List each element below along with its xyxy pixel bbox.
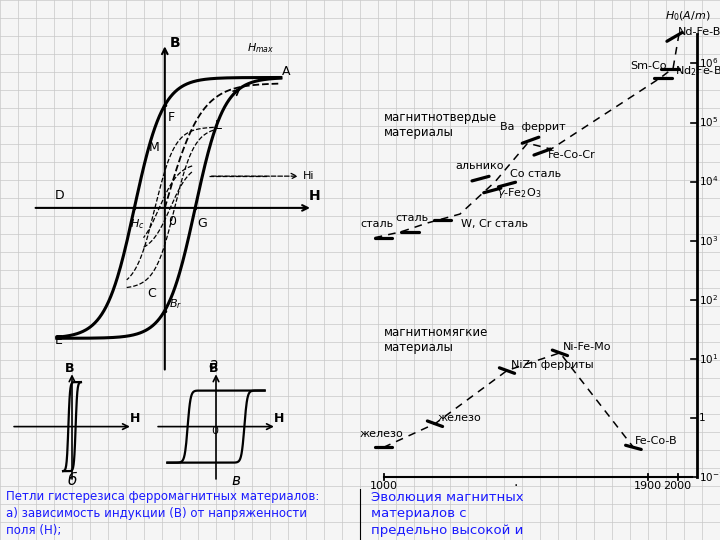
Text: $10^3$: $10^3$ <box>699 234 719 247</box>
Text: $10^5$: $10^5$ <box>699 116 719 130</box>
Text: H: H <box>130 413 140 426</box>
Text: 0: 0 <box>211 426 218 436</box>
Text: Nd$_2$Fe-B: Nd$_2$Fe-B <box>675 64 720 78</box>
Text: H: H <box>274 413 284 426</box>
Text: магнитномягкие
материалы: магнитномягкие материалы <box>384 326 488 354</box>
Text: G: G <box>197 217 207 230</box>
Text: $H_0(A/m)$: $H_0(A/m)$ <box>665 9 711 23</box>
Text: магнитнотвердые
материалы: магнитнотвердые материалы <box>384 111 497 139</box>
Text: B: B <box>65 362 74 375</box>
Text: Петли гистерезиса ферромагнитных материалов:
а) зависимость индукции (В) от напр: Петли гистерезиса ферромагнитных материа… <box>6 490 319 540</box>
Text: железо: железо <box>438 413 482 423</box>
Text: а: а <box>209 357 218 372</box>
Text: в: в <box>232 473 240 488</box>
Text: Co сталь: Co сталь <box>510 169 561 179</box>
Text: F: F <box>168 111 175 124</box>
Text: NiZn ферриты: NiZn ферриты <box>511 360 594 370</box>
Text: A: A <box>282 65 291 78</box>
Text: D: D <box>55 189 64 202</box>
Text: Ni-Fe-Mo: Ni-Fe-Mo <box>563 342 611 353</box>
Text: Fe-Co-Cr: Fe-Co-Cr <box>548 150 596 160</box>
Text: альнико: альнико <box>456 160 504 171</box>
Text: .: . <box>513 475 518 489</box>
Text: W, Cr сталь: W, Cr сталь <box>462 219 528 229</box>
Text: сталь: сталь <box>360 219 393 229</box>
Text: $10^4$: $10^4$ <box>699 174 719 188</box>
Text: $10^1$: $10^1$ <box>699 352 719 366</box>
Text: 1900: 1900 <box>634 481 662 491</box>
Text: 1000: 1000 <box>369 481 397 491</box>
Text: L: L <box>215 118 222 132</box>
Text: H: H <box>309 189 320 203</box>
Text: Nd-Fe-B: Nd-Fe-B <box>678 27 720 37</box>
Text: $10^2$: $10^2$ <box>699 293 718 307</box>
Text: 0: 0 <box>168 215 176 228</box>
Text: $H_{max}$: $H_{max}$ <box>247 42 274 55</box>
Text: Hi: Hi <box>302 171 314 181</box>
Text: $10^6$: $10^6$ <box>699 57 719 70</box>
Text: железо: железо <box>360 429 404 438</box>
Text: Ba  феррит: Ba феррит <box>500 122 565 132</box>
Text: $B_r$: $B_r$ <box>168 297 182 311</box>
Text: $H_c$: $H_c$ <box>130 217 144 231</box>
Text: Fe-Co-B: Fe-Co-B <box>635 436 678 447</box>
Text: 2000: 2000 <box>663 481 692 491</box>
Text: M: M <box>149 141 160 154</box>
Text: б: б <box>67 473 77 488</box>
Text: Sm-Co: Sm-Co <box>631 62 667 71</box>
Text: сталь: сталь <box>395 213 428 223</box>
Text: C: C <box>147 287 156 300</box>
Text: $\gamma$-Fe$_2$O$_3$: $\gamma$-Fe$_2$O$_3$ <box>497 186 541 200</box>
Text: B: B <box>209 362 218 375</box>
Text: B: B <box>170 36 180 50</box>
Text: 1: 1 <box>699 413 706 423</box>
Text: $10^{-1}$: $10^{-1}$ <box>699 470 720 484</box>
Text: Эволюция магнитных
материалов с
предельно высокой и
предельно низкой
коэрцитивно: Эволюция магнитных материалов с предельн… <box>371 490 523 540</box>
Text: E: E <box>55 334 62 347</box>
